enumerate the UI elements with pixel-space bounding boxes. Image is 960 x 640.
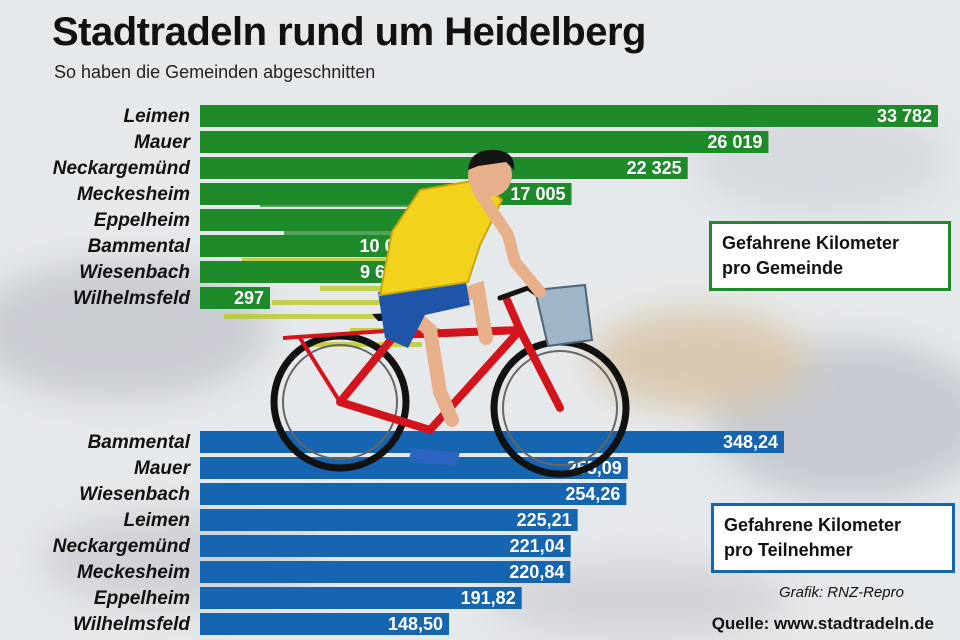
tn-value-label-5: 220,84 — [509, 562, 564, 582]
legend-km-per-participant: Gefahrene Kilometer pro Teilnehmer — [711, 503, 955, 573]
legend-km-line1: Gefahrene Kilometer — [722, 233, 900, 253]
tn-bar-7 — [200, 613, 450, 635]
bars-km-per-participant: 348,24255,09254,26225,21221,04220,84191,… — [200, 431, 784, 635]
rider-shoe — [408, 448, 460, 466]
km-value-label-3: 17 005 — [510, 184, 565, 204]
front-wheel-rim — [502, 350, 618, 466]
km-bar-6 — [200, 261, 412, 283]
km-bar-7 — [200, 287, 270, 309]
legend-tn-line2: pro Teilnehmer — [724, 540, 853, 560]
km-bar-1 — [200, 131, 769, 153]
km-value-label-1: 26 019 — [707, 132, 762, 152]
rear-rack — [282, 328, 401, 404]
speed-line — [284, 230, 404, 235]
tn-category-label-2: Wiesenbach — [79, 484, 190, 505]
km-category-label-2: Neckargemünd — [53, 158, 191, 179]
tn-bar-6 — [200, 587, 522, 609]
km-bar-5 — [200, 235, 421, 257]
km-bar-0 — [200, 105, 938, 127]
data-source: Quelle: www.stadtradeln.de — [711, 614, 934, 633]
tn-category-label-5: Meckesheim — [77, 562, 190, 583]
tn-bar-4 — [200, 535, 571, 557]
tn-category-label-0: Bammental — [88, 432, 191, 453]
km-bar-2 — [200, 157, 688, 179]
tn-bar-3 — [200, 509, 578, 531]
speed-line — [302, 342, 422, 347]
speed-line — [320, 286, 440, 291]
speed-line — [272, 300, 422, 305]
km-category-label-3: Meckesheim — [77, 184, 190, 205]
tn-value-label-2: 254,26 — [565, 484, 620, 504]
speed-line — [224, 314, 404, 319]
rider-hair — [468, 149, 515, 170]
bicycle-frame — [336, 296, 564, 434]
category-labels-km: Leimen Mauer Neckargemünd Meckesheim Eppelhe… — [53, 106, 192, 309]
tn-category-label-4: Neckargemünd — [53, 536, 191, 557]
tn-bar-2 — [200, 483, 627, 505]
handlebar-bag — [533, 283, 594, 348]
rear-wheel-rim — [282, 344, 398, 460]
cyclist-illustration — [270, 149, 630, 478]
tn-value-label-7: 148,50 — [388, 614, 443, 634]
rider-shorts — [378, 282, 470, 348]
category-labels-tn: Bammental Mauer Wiesenbach Leimen Neckargemü… — [53, 432, 192, 635]
km-category-label-5: Bammental — [88, 236, 191, 257]
tn-value-label-0: 348,24 — [723, 432, 778, 452]
km-value-label-2: 22 325 — [627, 158, 682, 178]
graphic-credit: Grafik: RNZ-Repro — [778, 584, 904, 601]
km-value-label-0: 33 782 — [877, 106, 932, 126]
tn-bar-5 — [200, 561, 571, 583]
tn-category-label-6: Eppelheim — [94, 588, 190, 609]
tn-bar-0 — [200, 431, 784, 453]
km-category-label-1: Mauer — [134, 132, 192, 153]
rider-arm — [472, 184, 546, 298]
legend-km-line2: pro Gemeinde — [722, 258, 844, 278]
chart-subtitle: So haben die Gemeinden abgeschnitten — [54, 62, 376, 82]
chart-title: Stadtradeln rund um Heidelberg — [52, 10, 646, 54]
km-category-label-6: Wiesenbach — [79, 262, 190, 283]
tn-value-label-4: 221,04 — [510, 536, 565, 556]
km-value-label-7: 297 — [234, 288, 264, 308]
tn-value-label-3: 225,21 — [517, 510, 572, 530]
tn-category-label-3: Leimen — [123, 510, 190, 531]
km-category-label-7: Wilhelmsfeld — [73, 288, 190, 309]
tn-value-label-6: 191,82 — [461, 588, 516, 608]
km-category-label-4: Eppelheim — [94, 210, 190, 231]
legend-tn-line1: Gefahrene Kilometer — [724, 515, 902, 535]
speed-line — [242, 258, 422, 263]
km-category-label-0: Leimen — [123, 106, 190, 127]
tn-category-label-1: Mauer — [134, 458, 192, 479]
legend-km-per-municipality: Gefahrene Kilometer pro Gemeinde — [709, 221, 951, 291]
tn-category-label-7: Wilhelmsfeld — [73, 614, 190, 635]
